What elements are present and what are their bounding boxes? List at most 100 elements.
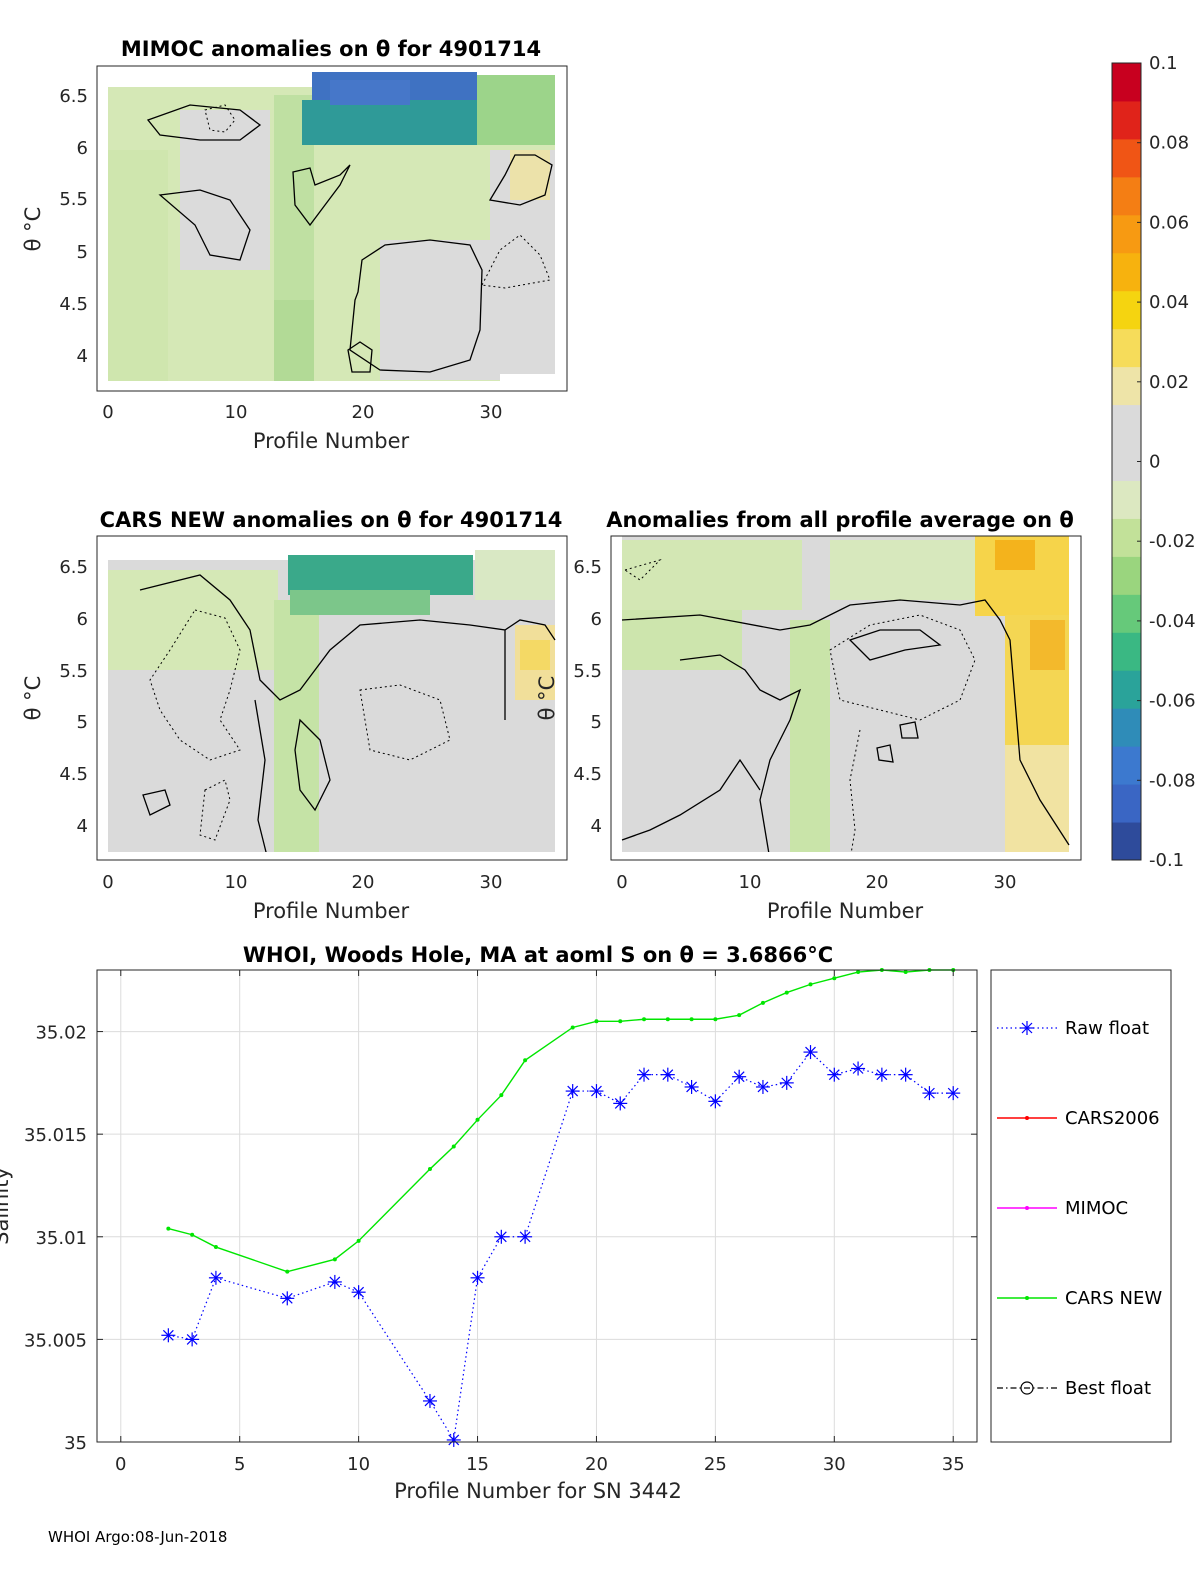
colorbar-swatch [1112,290,1141,330]
x-tick-label: 5 [234,1454,245,1475]
average-ytick: 4.5 [573,764,602,785]
raw-float-point [589,1084,604,1099]
cars-new-point [856,970,861,975]
average-xtick: 0 [616,872,627,893]
legend-label: CARS NEW [1065,1288,1162,1309]
raw-float-point [732,1069,747,1084]
mimoc-heat-field [108,72,567,391]
average-xtick: 20 [866,872,889,893]
mimoc-ytick: 6 [77,138,88,159]
colorbar-swatch [1112,708,1141,747]
profile-average-anomaly-panel: Anomalies from all profile average on θ [535,508,1082,923]
average-ytick: 5.5 [573,661,602,682]
x-tick-label: 25 [704,1454,727,1475]
raw-float-point [422,1393,437,1408]
cars-new-point [499,1093,504,1098]
colorbar: 0.1 0.08 0.06 0.04 0.02 0 -0.02 -0.04 -0.06 -0.08… [1111,53,1196,871]
raw-float-point [803,1045,818,1060]
mimoc-ytick: 4 [77,346,88,367]
colorbar-swatch [1112,746,1141,785]
average-xlabel: Profile Number [767,899,924,923]
x-tick-label: 20 [585,1454,608,1475]
cars-new-line [168,969,954,1273]
x-tick-label: 0 [115,1454,126,1475]
raw-float-point [922,1086,937,1101]
colorbar-swatch [1112,784,1141,823]
colorbar-tick-label: -0.08 [1149,770,1196,791]
colorbar-swatch [1112,214,1141,254]
x-tick-label: 15 [466,1454,489,1475]
average-plot-frame [610,535,1082,861]
cars-new-point [737,1013,742,1018]
colorbar-swatch [1112,822,1141,861]
cars-xtick: 10 [225,872,248,893]
mimoc-ytick: 5.5 [59,189,88,210]
cars-xtick: 30 [480,872,503,893]
raw-float-point [851,1061,866,1076]
legend-item: Best float [997,1378,1151,1399]
colorbar-swatch [1112,594,1141,633]
average-ytick: 4 [591,816,602,837]
mimoc-ylabel: θ °C [21,207,45,252]
raw-float-point [827,1067,842,1082]
cars-new-point [570,1025,575,1030]
colorbar-swatch [1112,328,1141,368]
legend-marker [1025,1206,1029,1210]
raw-float-point [518,1229,533,1244]
cars-anomaly-panel: CARS NEW anomalies on θ for 4901714 6.5 … [21,508,568,923]
average-ytick: 6 [591,609,602,630]
colorbar-swatch [1112,632,1141,671]
salinity-ticks: 0 5 10 15 20 25 30 35 35 35.005 35.01 35.015 35.02 [24,970,977,1475]
cars-x-ticks: 0 10 20 30 [102,872,502,893]
raw-float-point [613,1096,628,1111]
cars-ytick: 5 [77,712,88,733]
cars-new-point [665,1017,670,1022]
mimoc-x-ticks: 0 10 20 30 [102,402,502,423]
raw-float-point [684,1079,699,1094]
legend-box [990,969,1172,1443]
mimoc-y-ticks: 6.5 6 5.5 5 4.5 4 [59,86,88,367]
colorbar-swatch [1112,252,1141,292]
legend-item: Raw float [997,1018,1149,1039]
colorbar-swatch [1112,63,1141,102]
cars-new-point [594,1019,599,1024]
salinity-legend: Raw float CARS2006 MIMOC CARS NEW Best float [990,969,1172,1443]
raw-float-point [637,1067,652,1082]
average-xtick: 30 [994,872,1017,893]
salinity-plot-frame [96,969,978,1443]
legend-label: Best float [1065,1378,1151,1399]
cars-new-point [618,1019,623,1024]
raw-float-point [161,1328,176,1343]
raw-float-point [708,1094,723,1109]
y-tick-label: 35.02 [35,1023,87,1044]
colorbar-tick-label: 0.1 [1149,53,1178,74]
x-tick-label: 10 [347,1454,370,1475]
average-ylabel: θ °C [535,676,559,721]
mimoc-plot-frame [96,65,568,392]
cars-new-point [832,976,837,981]
colorbar-swatch [1112,480,1141,519]
cars-new-point [523,1058,528,1063]
cars-ylabel: θ °C [21,676,45,721]
average-xtick: 10 [739,872,762,893]
legend-label: Raw float [1065,1018,1149,1039]
colorbar-tick-labels: 0.1 0.08 0.06 0.04 0.02 0 -0.02 -0.04 -0.06 -0.08… [1137,53,1196,871]
x-tick-label: 30 [823,1454,846,1475]
legend-label: MIMOC [1065,1198,1128,1219]
raw-float-point [208,1270,223,1285]
mimoc-ytick: 5 [77,242,88,263]
raw-float-point [660,1067,675,1082]
colorbar-tick-label: 0 [1149,452,1160,473]
raw-float-point [898,1067,913,1082]
average-ytick: 5 [591,712,602,733]
y-tick-label: 35.015 [24,1125,87,1146]
colorbar-swatch [1112,366,1141,406]
raw-float-point [470,1270,485,1285]
colorbar-tick-label: -0.02 [1149,531,1196,552]
cars-xtick: 0 [102,872,113,893]
cars-new-point [713,1017,718,1022]
raw-float-point [351,1285,366,1300]
cars-ytick: 6 [77,609,88,630]
cars-panel-title: CARS NEW anomalies on θ for 4901714 [100,508,563,532]
